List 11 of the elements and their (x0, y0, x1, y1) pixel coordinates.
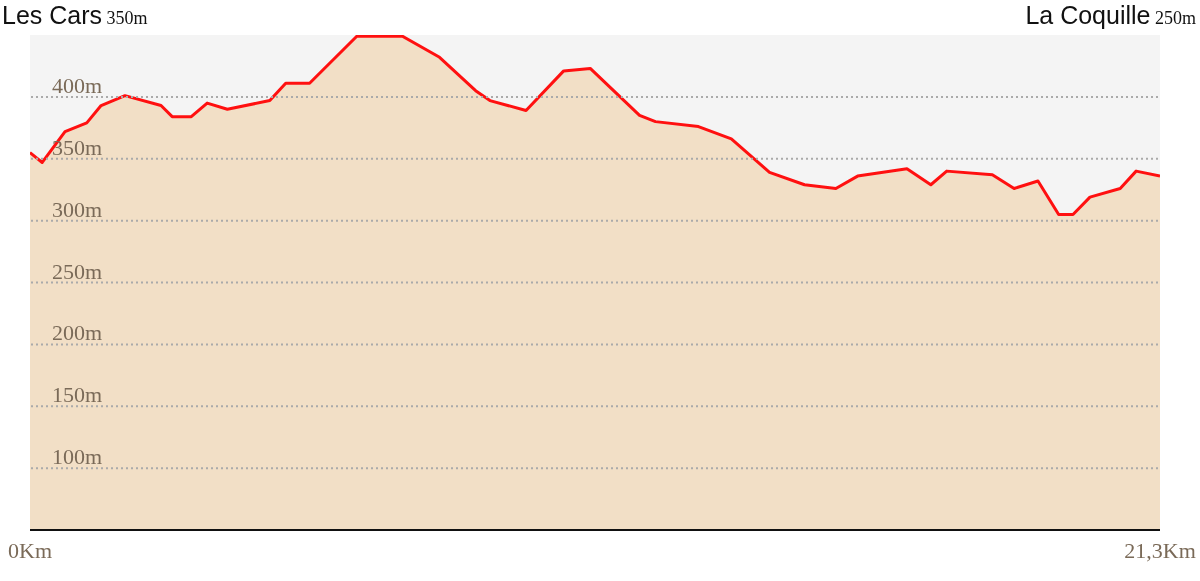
y-tick-label: 350m (52, 134, 103, 160)
x-tick-label: 0Km (8, 538, 52, 563)
x-tick-label: 21,3Km (1124, 538, 1196, 563)
y-tick-label: 400m (52, 72, 103, 98)
y-tick-label: 150m (52, 382, 103, 408)
text: Les Cars 350m (2, 1, 148, 29)
y-tick-label: 300m (52, 196, 103, 222)
text: La Coquille 250m (1025, 1, 1196, 29)
y-tick-label: 100m (52, 444, 103, 470)
y-tick-label: 200m (52, 320, 103, 346)
y-tick-label: 250m (52, 258, 103, 284)
